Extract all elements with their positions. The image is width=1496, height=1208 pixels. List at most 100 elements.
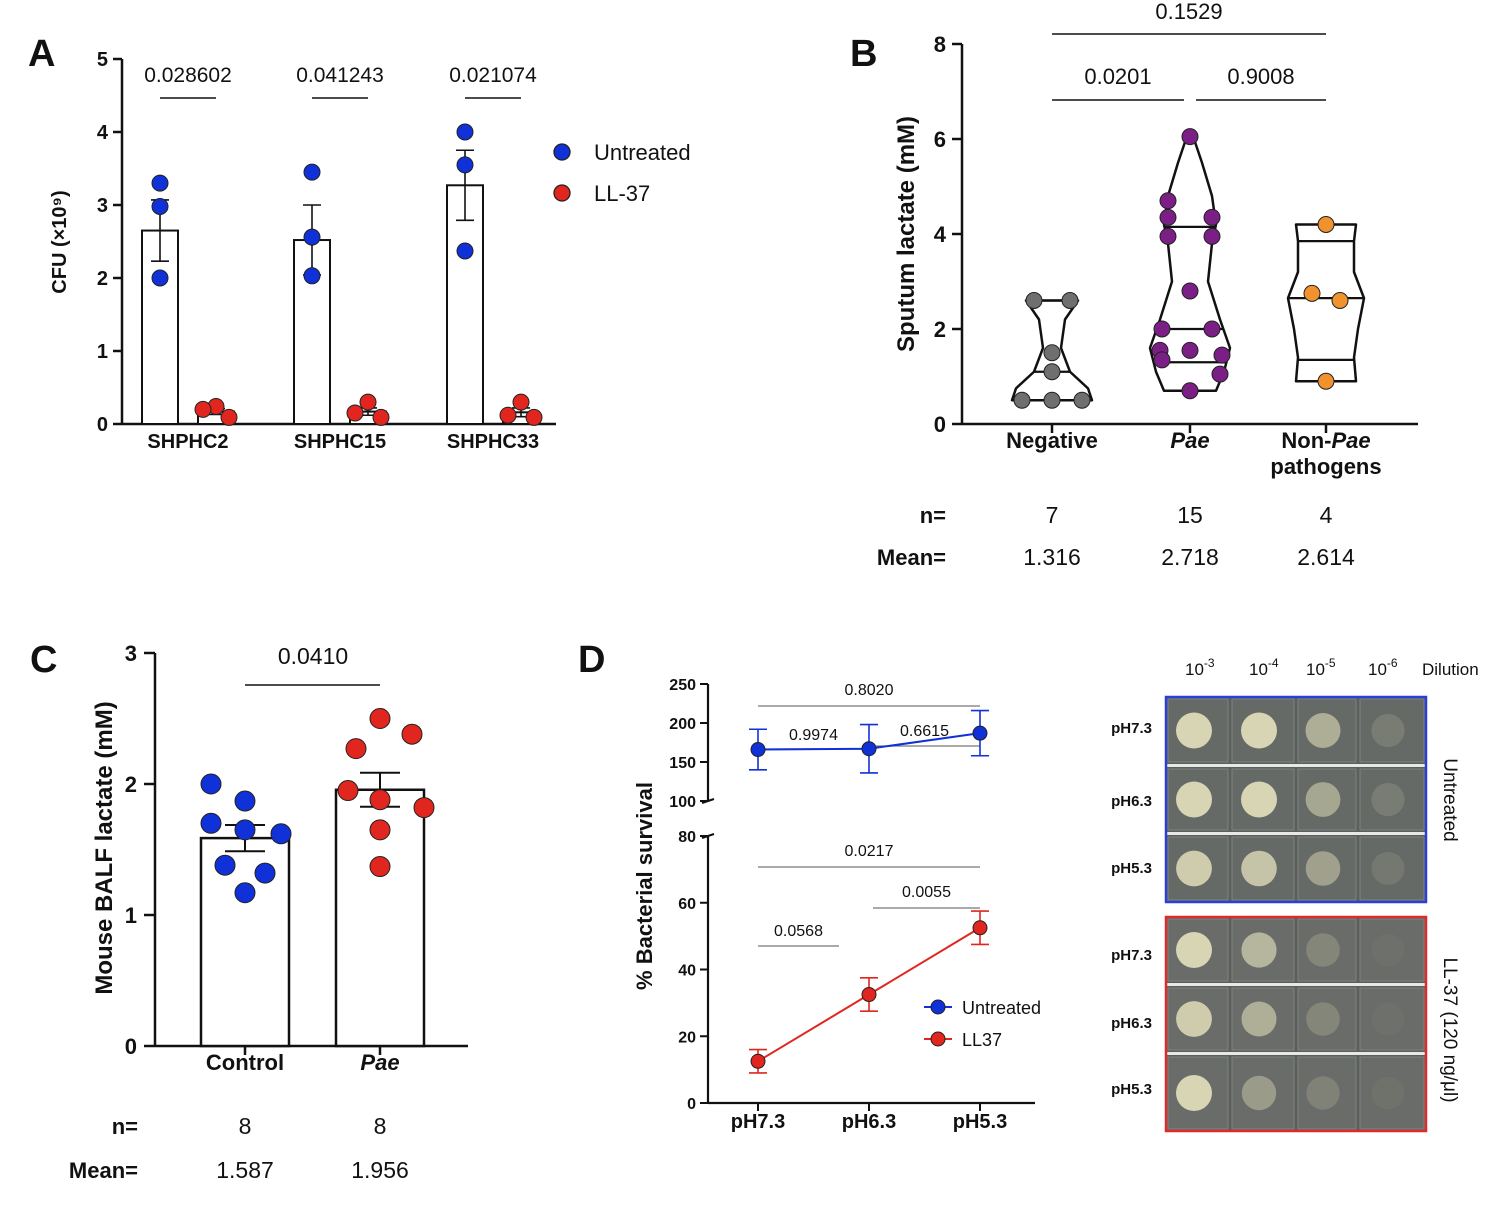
data-point [1043,363,1061,381]
legend-ll37-label: LL-37 [594,181,650,206]
bacterial-spot [1176,850,1212,887]
bacterial-spot [1371,713,1405,748]
y-tick-label: 1 [125,903,137,928]
bar [446,184,484,425]
p-value: 0.9008 [1227,64,1294,89]
data-point [337,780,359,802]
dilution-1e-5-exp: -5 [1325,656,1336,670]
data-point [372,408,390,426]
data-point [456,242,474,260]
data-point [456,156,474,174]
data-point [1013,391,1031,409]
data-point [234,790,256,812]
data-point [359,393,377,411]
y-tick-label: 20 [678,1029,696,1046]
data-point [369,819,391,841]
data-point [151,197,169,215]
bacterial-spot [1305,782,1341,817]
y-tick-label: 4 [97,122,109,144]
y-tick-label: 2 [97,268,108,290]
data-point [1203,208,1221,226]
plate-untreated-row-ph73: pH7.3 [1111,720,1152,737]
data-point [1061,292,1079,309]
panel-b-xlabel-nonpae: Non-Pae [1281,428,1370,453]
dilution-1e-4: 10-4 [1249,656,1279,679]
data-point [1181,341,1199,359]
data-point [234,819,256,841]
plate-ll37-row-ph73: pH7.3 [1111,947,1152,964]
data-point [456,123,474,141]
y-tick-label: 40 [678,963,696,980]
data-point [346,404,364,422]
data-point [151,174,169,192]
y-tick-label: 250 [669,677,696,694]
dilution-1e-4-base: 10 [1249,660,1268,679]
data-point [1331,292,1349,309]
data-point [1159,208,1177,226]
p-value: 0.8020 [845,682,894,699]
bacterial-spot [1241,932,1277,968]
panel-letter-b: B [850,33,877,75]
legend-ll37-label: LL37 [962,1030,1002,1050]
dilution-1e-5: 10-5 [1306,656,1336,679]
y-tick-label: 0 [934,412,946,437]
p-value: 0.028602 [144,64,232,87]
panel-c-mean-pae: 1.956 [351,1157,409,1183]
panel-b-n-pae: 15 [1177,502,1203,528]
plate-well [1359,1056,1425,1130]
panel-d-ylabel: % Bacterial survival [632,782,657,990]
plate-divider [1166,983,1426,986]
data-point [413,797,435,819]
data-point [254,862,276,884]
panel-letter-d: D [578,639,605,681]
y-tick-label: 100 [669,794,696,811]
p-value: 0.9974 [789,727,838,744]
data-point [1159,192,1177,210]
bacterial-spot [1176,1075,1212,1111]
bacterial-spot [1176,781,1212,818]
x-tick-label: SHPHC33 [447,431,539,453]
data-point [369,789,391,811]
panel-c-n-label: n= [112,1114,138,1139]
y-tick-label: 200 [669,716,696,733]
plate-divider [1166,832,1426,835]
bar [199,836,291,1048]
panel-a-ylabel: CFU (×10⁹) [49,190,71,293]
plate-well [1359,987,1425,1051]
bacterial-spot [1176,932,1212,968]
data-point [861,987,877,1003]
data-point [1025,292,1043,309]
x-tick-label: pH7.3 [731,1111,785,1133]
dilution-1e-3-base: 10 [1185,660,1204,679]
data-point [220,408,238,426]
dilution-1e-6: 10-6 [1368,656,1398,679]
data-point [200,773,222,795]
panel-b-ylabel: Sputum lactate (mM) [893,116,920,352]
y-tick-label: 60 [678,896,696,913]
bacterial-spot [1241,781,1277,818]
plate-images: Dilution 10-3 10-4 10-5 10-6 pH7.3 pH6.3… [1111,656,1479,1133]
panel-c-chart: Mouse BALF lactate (mM) Control Pae n= M… [69,641,468,1183]
data-point [1203,227,1221,245]
dilution-1e-6-exp: -6 [1387,656,1398,670]
panel-b-n-label: n= [920,503,946,528]
data-point [1043,391,1061,409]
panel-c-n-pae: 8 [374,1113,387,1139]
bacterial-spot [1241,1001,1277,1037]
panel-d-chart: % Bacterial survival Untreated LL37 100 1… [632,677,1041,1133]
data-point [512,393,530,411]
data-point [861,741,877,757]
panel-a-legend: Untreated LL-37 [553,140,691,206]
bacterial-spot [1371,852,1405,885]
p-value: 0.0201 [1084,64,1151,89]
p-value: 0.0410 [278,643,348,669]
legend-ll37-marker [930,1031,946,1047]
plate-divider [1166,1052,1426,1055]
data-point [1203,320,1221,338]
p-value: 0.6615 [900,723,949,740]
panel-b-n-nonpae: 4 [1320,502,1333,528]
y-tick-label: 1 [97,341,108,363]
panel-b-mean-nonpae: 2.614 [1297,544,1355,570]
nonpae-italic: Pae [1331,428,1370,453]
legend-untreated-label: Untreated [962,998,1041,1018]
